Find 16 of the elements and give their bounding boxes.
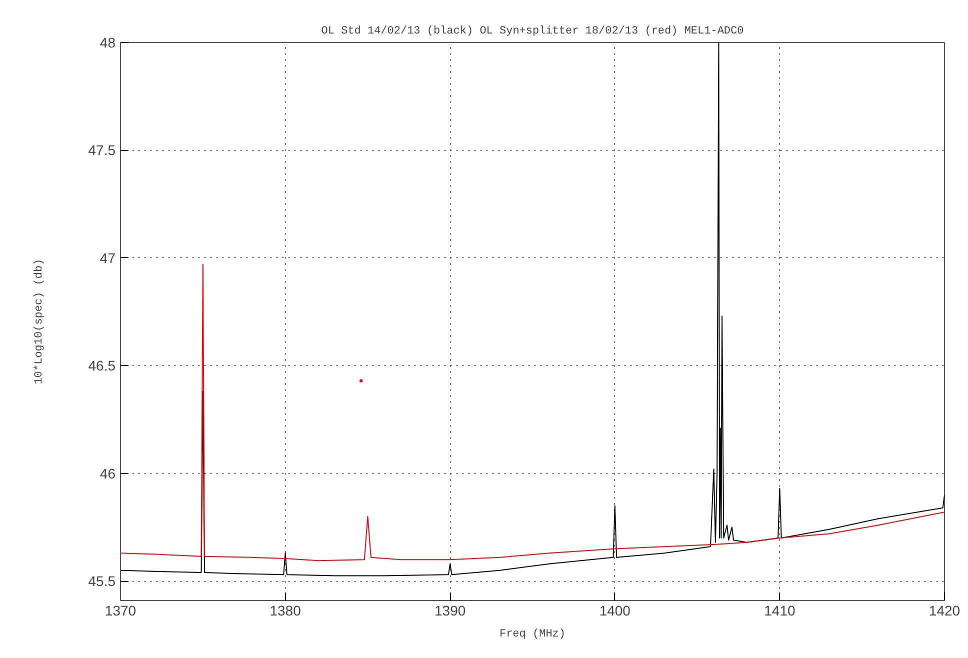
y-tick-label: 46: [100, 465, 116, 482]
x-tick-label: 1380: [270, 602, 302, 618]
line-series: [120, 264, 944, 562]
x-axis-title: Freq (MHz): [499, 628, 566, 640]
y-tick-label: 48: [100, 34, 116, 50]
x-tick-label: 1410: [764, 602, 796, 618]
x-tick-label: 1420: [928, 602, 960, 618]
y-tick-label: 47: [100, 250, 116, 266]
x-tick-label: 1400: [599, 602, 631, 618]
x-tick-label: 1370: [104, 602, 136, 618]
y-tick-label: 46.5: [88, 358, 116, 374]
y-axis-title: 10*Log10(spec) (db): [33, 258, 46, 384]
chart-title: OL Std 14/02/13 (black) OL Syn+splitter 18/02/13 (red) MEL1-ADC0: [321, 26, 744, 38]
y-tick-label: 45.5: [88, 573, 116, 590]
x-tick-label: 1390: [434, 602, 466, 618]
y-tick-label: 47.5: [88, 142, 116, 158]
